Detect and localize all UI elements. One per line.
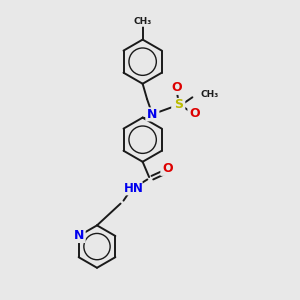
Text: N: N [74,230,84,242]
Text: O: O [162,162,173,175]
FancyBboxPatch shape [125,181,142,195]
Text: HN: HN [124,182,144,195]
Text: O: O [189,107,200,120]
Text: O: O [172,81,182,94]
FancyBboxPatch shape [145,107,159,122]
FancyBboxPatch shape [170,81,184,95]
FancyBboxPatch shape [171,98,185,112]
FancyBboxPatch shape [72,229,86,243]
Text: CH₃: CH₃ [201,90,219,99]
FancyBboxPatch shape [188,107,202,121]
Text: S: S [174,98,183,111]
FancyBboxPatch shape [160,162,174,176]
Text: N: N [147,108,158,121]
Text: CH₃: CH₃ [134,17,152,26]
